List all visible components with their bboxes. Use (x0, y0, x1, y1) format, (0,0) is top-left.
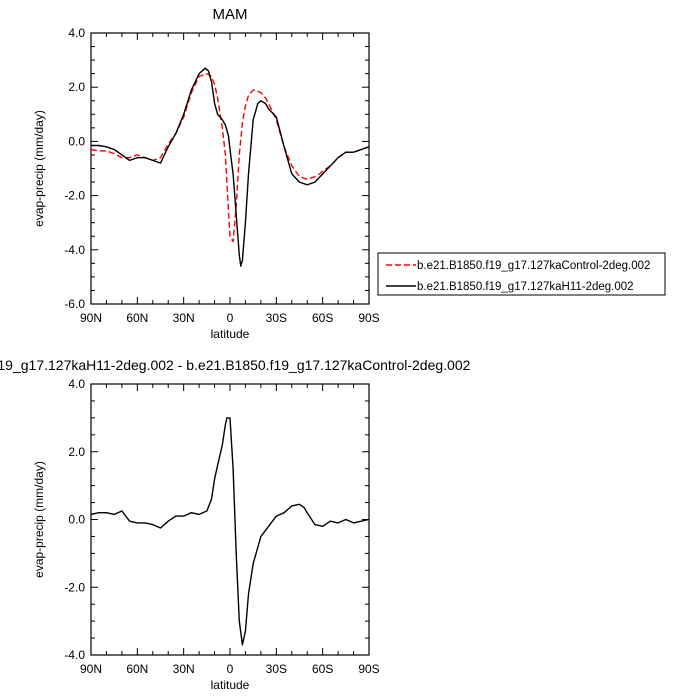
series-line-1 (90, 72, 370, 243)
y-tick-label: -2.0 (64, 580, 85, 594)
y-tick-label: 2.0 (68, 445, 85, 459)
x-tick-label: 30N (173, 662, 195, 676)
y-axis-label: evap-precip (mm/day) (32, 461, 46, 578)
bottom-chart: .f19_g17.127kaH11-2deg.002 - b.e21.B1850… (0, 357, 471, 692)
x-tick-label: 90S (358, 662, 379, 676)
series-line-2 (91, 67, 370, 267)
x-tick-label: 0 (227, 662, 234, 676)
y-tick-label: -6.0 (64, 297, 85, 311)
chart-title: .f19_g17.127kaH11-2deg.002 - b.e21.B1850… (0, 357, 471, 373)
x-tick-label: 60N (126, 662, 148, 676)
x-axis-label: latitude (211, 678, 250, 692)
x-tick-label: 90N (80, 311, 102, 325)
y-tick-label: -4.0 (64, 648, 85, 662)
x-tick-label: 30S (266, 662, 287, 676)
legend-entry-label: b.e21.B1850.f19_g17.127kaH11-2deg.002 (417, 281, 634, 293)
x-tick-label: 30N (173, 311, 195, 325)
y-tick-label: 0.0 (68, 134, 85, 148)
y-axis-label: evap-precip (mm/day) (32, 110, 46, 227)
y-tick-label: -4.0 (64, 243, 85, 257)
y-tick-label: -2.0 (64, 189, 85, 203)
legend-entry-label: b.e21.B1850.f19_g17.127kaControl-2deg.00… (417, 260, 650, 272)
x-tick-label: 60S (312, 311, 333, 325)
x-tick-label: 90N (80, 662, 102, 676)
y-tick-label: 2.0 (68, 80, 85, 94)
x-tick-label: 90S (358, 311, 379, 325)
y-tick-label: 4.0 (68, 26, 85, 40)
series-line-1 (90, 417, 370, 646)
x-axis-label: latitude (211, 327, 250, 341)
chart-title: MAM (213, 6, 248, 23)
top-chart: MAM 90N 60N 30N 0 30S 60S 90S 4.0 2.0 0.0 -2.0 -4.0 -… (32, 6, 666, 341)
legend: b.e21.B1850.f19_g17.127kaControl-2deg.00… (377, 252, 666, 296)
x-tick-label: 30S (266, 311, 287, 325)
x-tick-label: 60N (126, 311, 148, 325)
y-tick-label: 4.0 (68, 377, 85, 391)
y-tick-label: 0.0 (68, 513, 85, 527)
legend-box (377, 252, 666, 296)
x-tick-label: 0 (227, 311, 234, 325)
x-tick-label: 60S (312, 662, 333, 676)
